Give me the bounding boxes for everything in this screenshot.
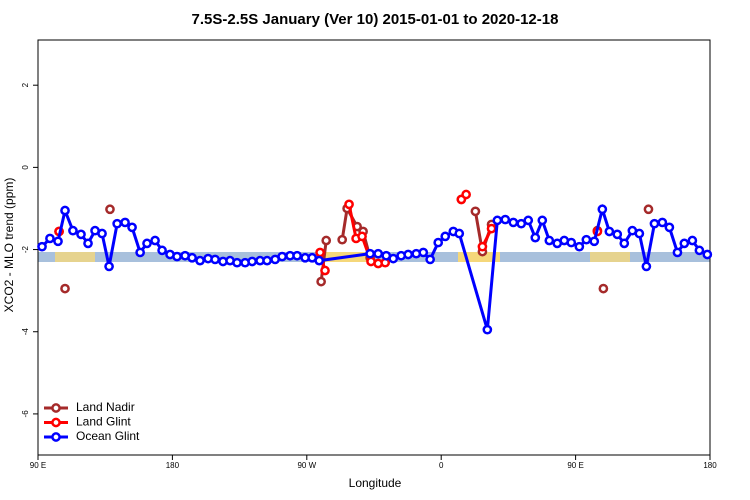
point (210, 254, 220, 265)
legend-label: Ocean Glint (76, 429, 140, 443)
point (314, 255, 325, 266)
legend-label: Land Nadir (76, 400, 135, 414)
point (315, 247, 325, 258)
point (619, 238, 630, 249)
point (664, 222, 675, 233)
x-tick-label: 180 (703, 461, 717, 470)
point (232, 257, 242, 268)
point (433, 237, 444, 248)
point (657, 217, 668, 228)
point (150, 235, 160, 246)
y-axis-label: XCO2 - MLO trend (ppm) (2, 178, 16, 313)
point (104, 261, 114, 272)
point (598, 283, 609, 294)
x-axis-label: Longitude (349, 476, 402, 490)
point (337, 234, 348, 245)
point (566, 237, 577, 248)
point (589, 236, 600, 247)
point (68, 225, 78, 236)
point (702, 249, 713, 260)
point (142, 238, 152, 249)
point (172, 251, 182, 262)
point (135, 247, 145, 258)
point (461, 189, 471, 200)
point (112, 218, 122, 229)
point (97, 228, 107, 239)
x-tick-label: 0 (439, 461, 444, 470)
point (83, 238, 93, 249)
y-tick-label: -4 (21, 328, 30, 336)
point (60, 283, 70, 294)
point (687, 235, 698, 246)
point (477, 241, 488, 252)
point (544, 235, 555, 246)
point (195, 255, 205, 266)
point (634, 228, 645, 239)
point (440, 231, 451, 242)
x-tick-label: 180 (166, 461, 180, 470)
point (454, 228, 465, 239)
legend-label: Land Glint (76, 415, 131, 429)
point (37, 241, 47, 252)
point (492, 215, 503, 226)
chart-title: 7.5S-2.5S January (Ver 10) 2015-01-01 to… (192, 11, 559, 28)
x-tick-label: 90 E (30, 461, 46, 470)
y-tick-label: -6 (21, 410, 30, 418)
point (694, 245, 705, 256)
point (486, 223, 497, 234)
point (500, 214, 511, 225)
point (53, 236, 63, 247)
point (403, 249, 414, 260)
point (60, 205, 70, 216)
point (76, 229, 86, 240)
point (388, 253, 399, 264)
point (277, 251, 288, 262)
point (105, 204, 115, 215)
x-tick-label: 90 E (567, 461, 583, 470)
point (45, 233, 55, 244)
point (523, 215, 534, 226)
point (365, 248, 375, 259)
x-tick-label: 90 W (297, 461, 316, 470)
point (574, 241, 585, 252)
y-tick-label: 2 (21, 82, 30, 87)
point (262, 255, 272, 266)
point (316, 276, 326, 287)
point (643, 204, 654, 215)
point (157, 245, 167, 256)
point (672, 247, 683, 258)
point (292, 250, 302, 261)
point (641, 261, 652, 272)
point (649, 218, 660, 229)
point (418, 247, 429, 258)
point (612, 229, 623, 240)
point (187, 252, 197, 263)
point (373, 248, 384, 259)
point (581, 234, 592, 245)
point (604, 226, 615, 237)
point (679, 238, 690, 249)
y-tick-label: -2 (21, 245, 30, 253)
point (425, 254, 435, 265)
point (597, 204, 608, 215)
point (247, 256, 257, 267)
point (321, 235, 332, 246)
point (470, 206, 481, 217)
point (530, 232, 541, 243)
point (344, 199, 354, 210)
point (120, 217, 130, 228)
point (482, 324, 493, 335)
y-tick-label: 0 (21, 165, 30, 170)
legend-marker (51, 417, 61, 428)
point (127, 222, 137, 233)
point (357, 231, 367, 242)
point (537, 215, 548, 226)
point (508, 217, 519, 228)
legend-marker (51, 403, 61, 413)
legend-marker (51, 432, 61, 442)
point (320, 265, 330, 276)
